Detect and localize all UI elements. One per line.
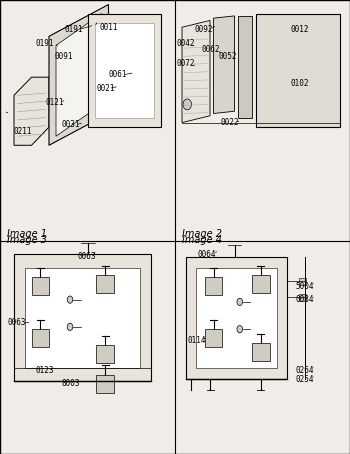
Text: 0092: 0092 <box>194 25 213 34</box>
Text: 0191: 0191 <box>35 39 54 48</box>
Polygon shape <box>256 14 340 127</box>
Text: 0254: 0254 <box>296 375 314 384</box>
Bar <box>299 294 306 301</box>
Bar <box>299 278 306 285</box>
Text: 0021: 0021 <box>96 84 115 93</box>
Bar <box>96 345 114 363</box>
Text: 0091: 0091 <box>54 52 73 61</box>
Circle shape <box>183 99 191 110</box>
Text: 0031: 0031 <box>61 120 80 129</box>
Text: 0042: 0042 <box>177 39 195 48</box>
Text: 0011: 0011 <box>100 23 118 32</box>
Text: 0121: 0121 <box>46 98 64 107</box>
Circle shape <box>67 323 73 331</box>
Text: 0084: 0084 <box>296 295 314 304</box>
Bar <box>96 375 114 393</box>
Text: 0063: 0063 <box>7 318 26 327</box>
Bar <box>252 275 270 293</box>
Text: Image 4: Image 4 <box>182 235 222 245</box>
Polygon shape <box>182 20 210 123</box>
Text: 0064: 0064 <box>198 250 216 259</box>
Polygon shape <box>14 77 49 145</box>
Bar <box>252 343 270 361</box>
Circle shape <box>237 326 243 333</box>
Text: 0123: 0123 <box>35 365 54 375</box>
Polygon shape <box>196 268 276 368</box>
Bar <box>32 277 49 295</box>
Circle shape <box>67 296 73 303</box>
Text: 8003: 8003 <box>61 379 80 388</box>
Bar <box>32 329 49 347</box>
Text: 0191: 0191 <box>65 25 83 34</box>
Polygon shape <box>214 16 235 114</box>
Bar <box>205 277 222 295</box>
Text: 0062: 0062 <box>201 45 220 54</box>
Circle shape <box>237 298 243 306</box>
Text: 0052: 0052 <box>219 52 237 61</box>
Text: Image 3: Image 3 <box>7 235 47 245</box>
Bar <box>205 329 222 347</box>
Polygon shape <box>49 5 108 145</box>
Text: 0211: 0211 <box>14 127 33 136</box>
Polygon shape <box>186 257 287 379</box>
Polygon shape <box>88 14 161 127</box>
Polygon shape <box>94 23 154 118</box>
Text: 0072: 0072 <box>177 59 195 68</box>
Text: 0012: 0012 <box>290 25 309 34</box>
Polygon shape <box>14 254 150 381</box>
Text: 0022: 0022 <box>220 118 239 127</box>
Text: 0061: 0061 <box>108 70 127 79</box>
Polygon shape <box>238 16 252 118</box>
Text: Image 1: Image 1 <box>7 229 47 239</box>
Polygon shape <box>56 14 102 136</box>
Polygon shape <box>25 268 140 368</box>
Text: 0102: 0102 <box>290 79 309 89</box>
Text: Image 2: Image 2 <box>182 229 222 239</box>
Text: 0264: 0264 <box>296 365 314 375</box>
Text: 0114: 0114 <box>187 336 206 345</box>
Text: 0063: 0063 <box>77 252 96 261</box>
Text: 5004: 5004 <box>296 281 314 291</box>
Bar <box>96 275 114 293</box>
